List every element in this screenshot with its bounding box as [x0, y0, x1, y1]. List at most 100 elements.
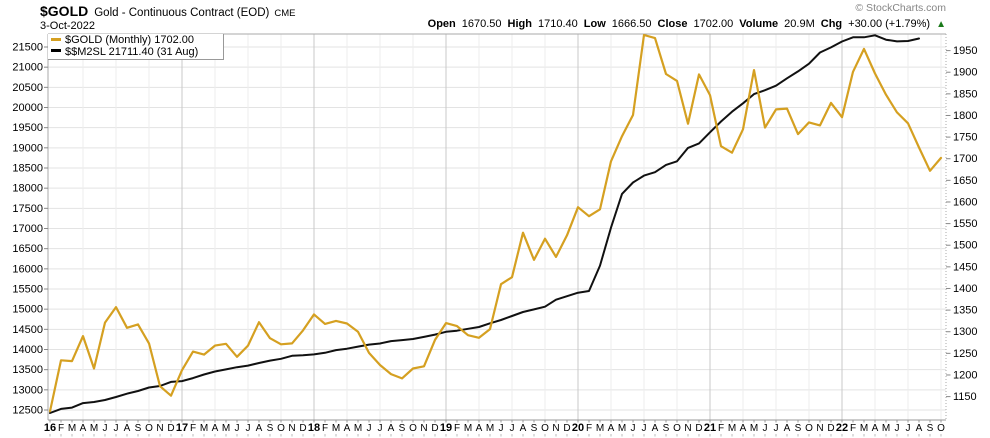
- x-axis-year-label: 16: [44, 422, 56, 434]
- x-axis-month-label: N: [420, 423, 427, 434]
- low-label: Low: [583, 18, 606, 30]
- x-axis-month-label: M: [618, 423, 626, 434]
- x-axis-year-label: 18: [308, 422, 320, 434]
- x-axis-month-label: A: [476, 423, 483, 434]
- x-axis-month-label: J: [763, 423, 768, 434]
- x-axis-year-label: 19: [440, 422, 452, 434]
- x-axis-month-label: A: [212, 423, 219, 434]
- x-axis-month-label: F: [58, 423, 64, 434]
- x-axis-month-label: J: [774, 423, 779, 434]
- low-value: 1666.50: [611, 18, 652, 30]
- left-axis-label: 16000: [12, 263, 43, 275]
- right-axis-label: 1450: [953, 261, 977, 273]
- x-axis-month-label: M: [68, 423, 76, 434]
- left-axis-label: 14000: [12, 344, 43, 356]
- right-axis-label: 1800: [953, 110, 977, 122]
- right-axis-label: 1350: [953, 305, 977, 317]
- x-axis-month-label: S: [795, 423, 802, 434]
- right-axis-label: 1200: [953, 369, 977, 381]
- x-axis-month-label: D: [431, 423, 438, 434]
- x-axis-month-label: J: [103, 423, 108, 434]
- x-axis-month-label: J: [510, 423, 515, 434]
- left-axis-label: 17000: [12, 223, 43, 235]
- x-axis-month-label: D: [695, 423, 702, 434]
- left-axis-label: 17500: [12, 203, 43, 215]
- left-axis-label: 21000: [12, 62, 43, 74]
- chart-legend: $GOLD (Monthly) 1702.00 $$M2SL 21711.40 …: [48, 34, 224, 60]
- x-axis-month-label: M: [596, 423, 604, 434]
- x-axis-month-label: M: [200, 423, 208, 434]
- left-axis-label: 16500: [12, 243, 43, 255]
- x-axis-year-label: 17: [176, 422, 188, 434]
- chart-date: 3-Oct-2022: [40, 20, 96, 32]
- left-axis-label: 15500: [12, 284, 43, 296]
- close-value: 1702.00: [693, 18, 734, 30]
- open-value: 1670.50: [461, 18, 502, 30]
- gold-price-line: [48, 33, 943, 413]
- volume-label: Volume: [739, 18, 779, 30]
- x-axis-month-label: S: [399, 423, 406, 434]
- x-axis-month-label: N: [552, 423, 559, 434]
- right-axis-label: 1400: [953, 283, 977, 295]
- x-axis-month-label: M: [750, 423, 758, 434]
- m2sl-line-swatch-icon: [51, 49, 61, 53]
- x-axis-month-label: J: [378, 423, 383, 434]
- x-axis-month-label: O: [409, 423, 417, 434]
- x-axis-month-label: N: [816, 423, 823, 434]
- x-axis-month-label: D: [563, 423, 570, 434]
- m2sl-line: [49, 34, 920, 414]
- x-axis-month-label: F: [718, 423, 724, 434]
- x-axis-month-label: O: [541, 423, 549, 434]
- left-axis-label: 21500: [12, 42, 43, 54]
- copyright-label: © StockCharts.com: [855, 2, 946, 14]
- x-axis-month-label: J: [235, 423, 240, 434]
- x-axis-month-label: F: [190, 423, 196, 434]
- left-axis-label: 18000: [12, 183, 43, 195]
- x-axis-month-label: J: [642, 423, 647, 434]
- x-axis-month-label: A: [256, 423, 263, 434]
- x-axis-month-label: M: [464, 423, 472, 434]
- x-axis-month-label: A: [784, 423, 791, 434]
- x-axis-month-label: A: [388, 423, 395, 434]
- high-label: High: [507, 18, 532, 30]
- x-axis-month-label: J: [499, 423, 504, 434]
- x-axis-month-label: M: [860, 423, 868, 434]
- x-axis-month-label: D: [299, 423, 306, 434]
- left-axis-label: 13500: [12, 364, 43, 376]
- x-axis-month-label: J: [246, 423, 251, 434]
- right-axis-label: 1550: [953, 218, 977, 230]
- x-axis-month-label: M: [882, 423, 890, 434]
- x-axis-month-label: A: [520, 423, 527, 434]
- x-axis-month-label: J: [895, 423, 900, 434]
- right-axis-label: 1650: [953, 175, 977, 187]
- x-axis-month-label: O: [145, 423, 153, 434]
- x-axis-month-label: N: [288, 423, 295, 434]
- chg-label: Chg: [820, 18, 843, 30]
- x-axis-month-label: F: [586, 423, 592, 434]
- right-axis-label: 1600: [953, 196, 977, 208]
- x-axis-month-label: M: [354, 423, 362, 434]
- left-axis-label: 14500: [12, 324, 43, 336]
- right-axis-label: 1950: [953, 45, 977, 57]
- x-axis-month-label: A: [80, 423, 87, 434]
- gold-line-swatch-icon: [51, 37, 61, 41]
- close-label: Close: [657, 18, 688, 30]
- up-triangle-icon: ▲: [936, 19, 946, 30]
- instrument-description: Gold - Continuous Contract (EOD): [94, 7, 270, 19]
- right-axis-label: 1750: [953, 132, 977, 144]
- x-axis-month-label: N: [156, 423, 163, 434]
- x-axis-month-label: F: [454, 423, 460, 434]
- x-axis-month-label: S: [531, 423, 538, 434]
- open-label: Open: [427, 18, 456, 30]
- x-axis-month-label: J: [631, 423, 636, 434]
- x-axis-month-label: F: [322, 423, 328, 434]
- x-axis-year-label: 20: [572, 422, 584, 434]
- x-axis-month-label: M: [90, 423, 98, 434]
- legend-m2sl-label: $$M2SL 21711.40 (31 Aug): [65, 45, 199, 58]
- x-axis-month-label: J: [906, 423, 911, 434]
- x-axis-month-label: M: [486, 423, 494, 434]
- x-axis-month-label: M: [332, 423, 340, 434]
- x-axis-month-label: F: [850, 423, 856, 434]
- right-axis-label: 1300: [953, 326, 977, 338]
